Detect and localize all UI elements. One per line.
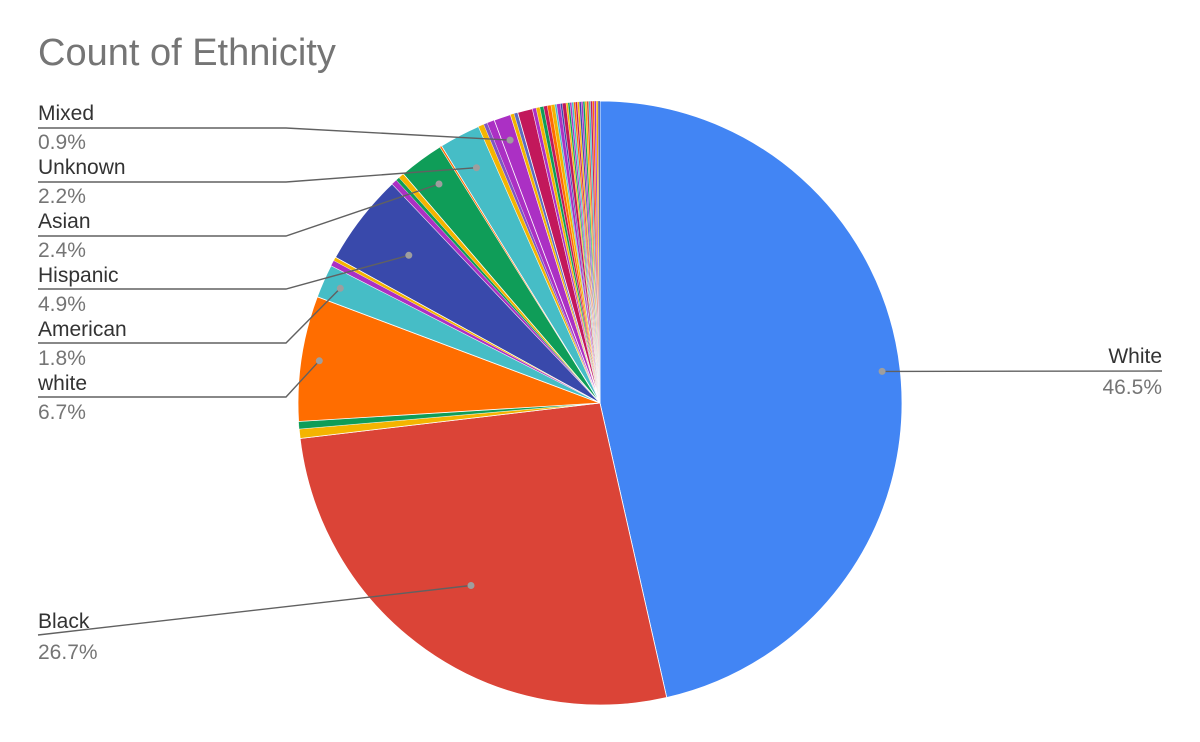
label-white-lowercase-percent: 6.7% [38, 401, 86, 424]
label-black-name: Black [38, 610, 90, 633]
leader-dot-mixed [506, 136, 514, 144]
leader-line-mixed [38, 127, 511, 141]
label-hispanic-name: Hispanic [38, 264, 119, 287]
label-american-percent: 1.8% [38, 347, 86, 370]
label-white-name: White [1108, 345, 1162, 368]
leader-dot-asian [435, 180, 443, 188]
label-white-lowercase-name: white [37, 372, 87, 395]
label-black-percent: 26.7% [38, 641, 98, 664]
pie-slices [297, 100, 903, 706]
leader-line-hispanic [38, 254, 409, 290]
leader-line-asian [38, 183, 440, 237]
leader-dot-unknown [473, 164, 480, 172]
pie-slice-white [599, 100, 903, 699]
label-mixed-percent: 0.9% [38, 131, 86, 154]
label-unknown-percent: 2.2% [38, 185, 86, 208]
label-asian-percent: 2.4% [38, 239, 86, 262]
leader-dot-white2 [315, 357, 323, 365]
label-leaders [37, 127, 1163, 636]
pie-slice-white [297, 296, 601, 422]
leader-line-white2 [38, 360, 320, 398]
leader-line-black [37, 584, 472, 636]
leader-dot-hispanic [405, 251, 413, 259]
label-asian-name: Asian [38, 210, 91, 233]
label-unknown-name: Unknown [38, 156, 126, 179]
leader-line-american [38, 287, 341, 344]
label-white-percent: 46.5% [1102, 376, 1162, 399]
label-hispanic-percent: 4.9% [38, 293, 86, 316]
leader-dot-american [336, 284, 344, 292]
leader-dot-white [878, 367, 886, 375]
leader-line-unknown [38, 167, 477, 183]
data-labels: White 46.5% Black 26.7% white 6.7% Ameri… [37, 102, 1162, 664]
leader-dot-black [467, 582, 475, 589]
pie-slice-49 [597, 100, 601, 404]
label-american-name: American [38, 318, 127, 341]
chart-title: Count of Ethnicity [38, 32, 336, 74]
label-mixed-name: Mixed [38, 102, 94, 125]
pie-slice-black [299, 402, 668, 706]
